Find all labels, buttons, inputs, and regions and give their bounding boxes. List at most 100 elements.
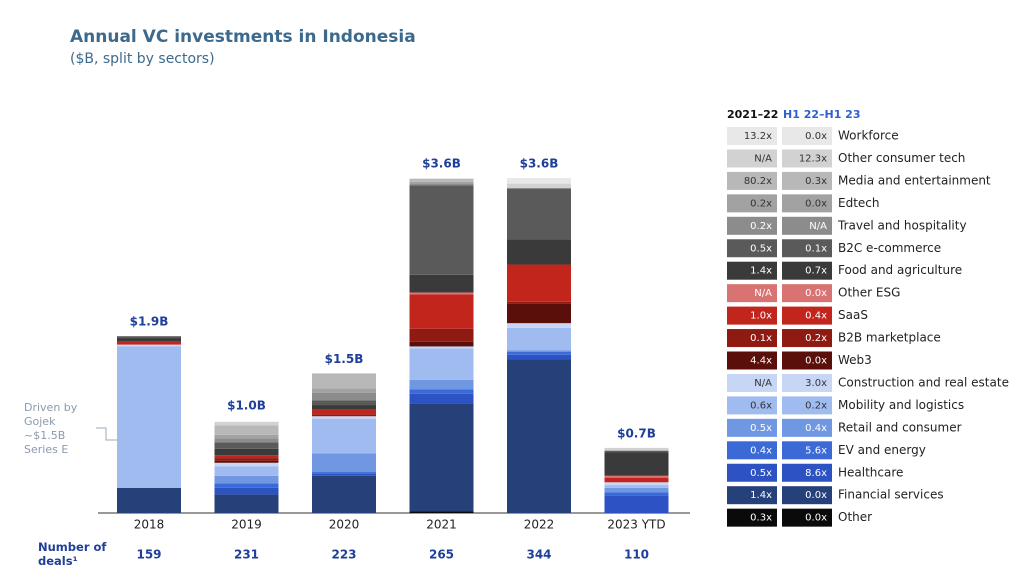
legend-swatch [782, 441, 832, 460]
legend-multiplier: 0.5x [750, 243, 772, 254]
bar-segment [214, 475, 279, 484]
legend-swatch [782, 463, 832, 482]
legend-swatch [727, 127, 777, 145]
legend-multiplier: 0.0x [805, 198, 827, 209]
deals-value: 265 [429, 548, 454, 562]
bar-segment [604, 477, 669, 483]
bar-segment [214, 487, 279, 495]
bar-segment [507, 301, 571, 304]
total-label: $0.7B [617, 426, 656, 440]
legend-multiplier: 0.6x [750, 400, 772, 411]
legend-multiplier: 0.4x [805, 311, 827, 322]
bar-segment [409, 274, 474, 293]
x-tick-label: 2020 [329, 518, 360, 532]
legend-multiplier: 0.2x [805, 333, 827, 344]
legend-label: B2B marketplace [838, 331, 941, 345]
annotation: Driven by [24, 401, 78, 414]
legend-label: SaaS [838, 308, 868, 322]
legend-label: Mobility and logistics [838, 398, 964, 412]
bar-segment [604, 447, 669, 451]
legend-label: Healthcare [838, 465, 903, 479]
bar-segment [312, 419, 376, 454]
total-label: $1.0B [227, 398, 266, 412]
bar-segment [312, 400, 376, 406]
legend-label: Web3 [838, 353, 872, 367]
bar-segment [312, 416, 376, 420]
legend-swatch [782, 127, 832, 145]
legend-multiplier: 0.2x [750, 221, 772, 232]
legend-multiplier: 12.3x [799, 153, 827, 164]
legend-multiplier: 0.4x [805, 423, 827, 434]
legend-multiplier: 0.0x [805, 288, 827, 299]
legend-multiplier: 0.5x [750, 423, 772, 434]
deals-value: 344 [526, 548, 551, 562]
legend-multiplier: 8.6x [805, 468, 827, 479]
bar-segment [604, 487, 669, 493]
x-tick-label: 2021 [426, 518, 457, 532]
legend-multiplier: N/A [754, 153, 772, 164]
bar-segment [507, 264, 571, 302]
bar-segment [409, 511, 474, 513]
annotation: ~$1.5B [24, 429, 65, 442]
legend-swatch [782, 149, 832, 168]
legend-swatch [782, 351, 832, 370]
bar-segment [214, 438, 279, 443]
legend-swatch [727, 486, 777, 505]
bar-segment [312, 473, 376, 476]
bar-segment [507, 188, 571, 240]
legend-label: B2C e-commerce [838, 241, 941, 255]
bar-segment [214, 462, 279, 467]
legend-swatch [727, 441, 777, 460]
bar-segment [507, 303, 571, 324]
bar-segment [604, 482, 669, 486]
legend-swatch [727, 418, 777, 437]
legend-multiplier: 0.1x [750, 333, 772, 344]
legend-multiplier: 13.2x [744, 131, 772, 142]
legend-label: Retail and consumer [838, 420, 962, 434]
bar-segment [409, 183, 474, 186]
legend-multiplier: 0.0x [805, 490, 827, 501]
legend-label: Other ESG [838, 286, 900, 300]
bar-segment [604, 492, 669, 496]
bar-segment [312, 414, 376, 417]
legend-swatch [782, 239, 832, 258]
bar-segment [117, 346, 181, 488]
bar-segment [507, 183, 571, 189]
legend-swatch [727, 329, 777, 348]
bar-segment [507, 327, 571, 351]
legend-swatch [727, 194, 777, 213]
bar-segment [312, 453, 376, 473]
bar-segment [409, 181, 474, 184]
legend-swatch [727, 463, 777, 482]
bar-segment [507, 323, 571, 328]
legend-label: Food and agriculture [838, 263, 962, 277]
x-tick-label: 2019 [231, 518, 262, 532]
bar-segment [409, 393, 474, 404]
bar-segment [312, 392, 376, 401]
bar-segment [604, 475, 669, 478]
bar-segment [117, 338, 181, 342]
bar-segment [409, 379, 474, 390]
legend-swatch [782, 261, 832, 280]
bar-segment [214, 421, 279, 426]
bar-segment [214, 448, 279, 456]
deals-value: 223 [331, 548, 356, 562]
bar-segment [409, 328, 474, 342]
bar-segment [409, 389, 474, 394]
bar-segment [312, 405, 376, 410]
annotation: Gojek [24, 415, 56, 428]
bar-segment [409, 178, 474, 182]
legend-multiplier: 80.2x [744, 176, 772, 187]
legend-multiplier: 1.4x [750, 490, 772, 501]
legend-multiplier: 0.5x [750, 468, 772, 479]
total-label: $3.6B [422, 157, 461, 171]
bar-segment [409, 348, 474, 380]
legend-swatch [727, 373, 777, 392]
legend-label: Media and entertainment [838, 173, 991, 187]
legend-multiplier: 0.2x [750, 198, 772, 209]
bar-segment [604, 495, 669, 513]
bar-segment [312, 388, 376, 393]
legend-swatch [727, 508, 777, 527]
